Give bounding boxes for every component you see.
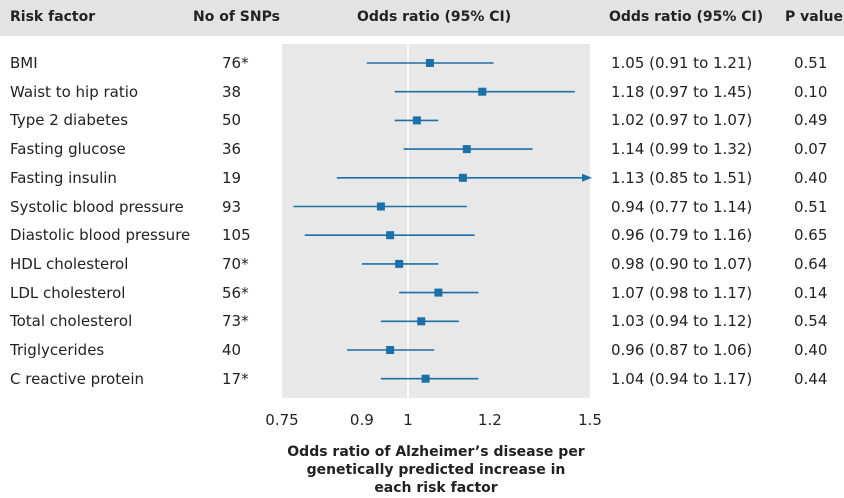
point-estimate xyxy=(462,145,471,154)
row-or-ci: 1.14 (0.99 to 1.32) xyxy=(611,140,753,159)
row-p-value: 0.44 xyxy=(794,369,828,388)
forest-plot: 0.75 0.9 1 1.2 1.5 xyxy=(265,44,602,429)
row-label: LDL cholesterol xyxy=(10,283,126,302)
row-label: BMI xyxy=(10,54,38,72)
row-p-value: 0.65 xyxy=(794,226,828,245)
header-band xyxy=(0,0,844,36)
point-estimate xyxy=(417,317,426,326)
point-estimate xyxy=(395,259,404,268)
row-label: HDL cholesterol xyxy=(10,254,129,273)
point-estimate xyxy=(386,346,395,354)
row-n-snps: 93 xyxy=(222,197,242,216)
row-p-value: 0.64 xyxy=(794,254,828,273)
x-axis-caption: Odds ratio of Alzheimer’s disease per ge… xyxy=(287,444,585,496)
header-or-ci: Odds ratio (95% CI) xyxy=(609,9,764,25)
row-or-ci: 1.04 (0.94 to 1.17) xyxy=(611,369,753,388)
row-p-value: 0.10 xyxy=(794,82,828,101)
x-tick-label: 1.5 xyxy=(578,411,602,429)
row-p-value: 0.07 xyxy=(794,140,828,159)
point-estimate xyxy=(434,288,443,297)
row-n-snps: 70* xyxy=(222,254,249,273)
row-or-ci: 1.18 (0.97 to 1.45) xyxy=(611,82,753,101)
row-label: Waist to hip ratio xyxy=(10,82,139,101)
row-n-snps: 19 xyxy=(222,168,242,187)
point-estimate xyxy=(386,231,395,240)
row-n-snps: 76* xyxy=(222,54,249,72)
row-n-snps: 73* xyxy=(222,312,249,331)
header-plot-title: Odds ratio (95% CI) xyxy=(357,9,512,25)
row-or-ci: 0.94 (0.77 to 1.14) xyxy=(611,197,753,216)
row-p-value: 0.49 xyxy=(794,111,828,130)
row-label: Fasting insulin xyxy=(10,168,117,187)
row-label: Fasting glucose xyxy=(10,140,126,159)
row-p-value: 0.51 xyxy=(794,54,828,72)
row-or-ci: 1.03 (0.94 to 1.12) xyxy=(611,312,753,331)
point-estimate xyxy=(376,202,385,211)
row-n-snps: 56* xyxy=(222,283,249,302)
point-estimate xyxy=(458,173,467,182)
point-estimate xyxy=(421,374,430,383)
x-tick-label: 1.2 xyxy=(478,411,502,429)
point-estimate xyxy=(425,59,434,67)
row-n-snps: 38 xyxy=(222,82,242,101)
row-label: C reactive protein xyxy=(10,369,144,388)
row-or-ci: 1.07 (0.98 to 1.17) xyxy=(611,283,753,302)
row-or-ci: 0.96 (0.87 to 1.06) xyxy=(611,341,753,359)
row-p-value: 0.54 xyxy=(794,312,828,331)
point-estimate xyxy=(478,87,487,96)
row-label: Type 2 diabetes xyxy=(10,111,129,130)
header-p-value: P value xyxy=(785,9,843,25)
x-tick-label: 1 xyxy=(403,411,413,429)
point-estimate xyxy=(412,116,421,125)
plot-background xyxy=(282,44,590,398)
row-or-ci: 0.96 (0.79 to 1.16) xyxy=(611,226,753,245)
row-label: Systolic blood pressure xyxy=(10,197,184,216)
row-or-ci: 0.98 (0.90 to 1.07) xyxy=(611,254,753,273)
row-n-snps: 40 xyxy=(222,341,242,359)
x-tick-label: 0.9 xyxy=(350,411,374,429)
row-p-value: 0.14 xyxy=(794,283,828,302)
row-p-value: 0.40 xyxy=(794,341,828,359)
row-p-value: 0.40 xyxy=(794,168,828,187)
header-risk-factor: Risk factor xyxy=(10,9,96,25)
x-tick-label: 0.75 xyxy=(265,411,298,429)
row-or-ci: 1.02 (0.97 to 1.07) xyxy=(611,111,753,130)
row-label: Total cholesterol xyxy=(10,312,133,331)
ci-arrow xyxy=(582,173,592,182)
header-n-snps: No of SNPs xyxy=(193,9,280,25)
row-p-value: 0.51 xyxy=(794,197,828,216)
row-or-ci: 1.13 (0.85 to 1.51) xyxy=(611,168,753,187)
row-label: Diastolic blood pressure xyxy=(10,226,191,245)
row-label: Triglycerides xyxy=(10,341,105,359)
row-or-ci: 1.05 (0.91 to 1.21) xyxy=(611,54,753,72)
row-n-snps: 50 xyxy=(222,111,242,130)
row-n-snps: 36 xyxy=(222,140,242,159)
row-n-snps: 105 xyxy=(222,226,251,245)
row-n-snps: 17* xyxy=(222,369,249,388)
